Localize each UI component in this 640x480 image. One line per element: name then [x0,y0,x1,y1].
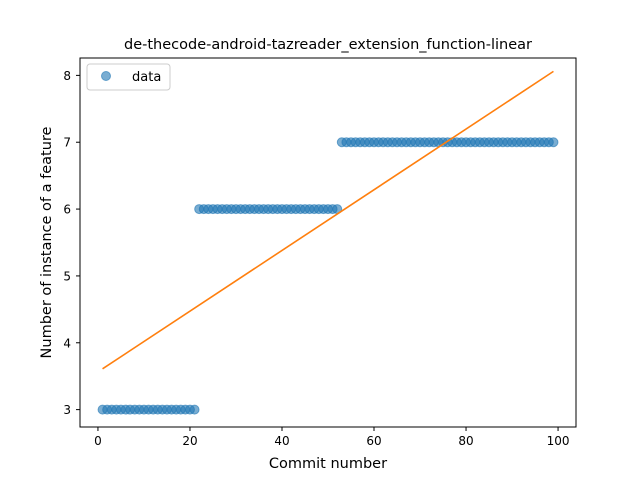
x-tick-label: 100 [547,434,570,448]
x-axis-label: Commit number [269,456,387,472]
y-tick-label: 4 [63,336,71,350]
y-tick-label: 3 [63,403,71,417]
x-tick-label: 20 [182,434,197,448]
legend: data [87,64,170,90]
legend-marker [102,72,111,81]
legend-label: data [132,70,161,85]
plot-area [80,58,576,427]
x-tick-label: 80 [458,434,473,448]
y-tick-label: 7 [63,136,71,150]
data-point [549,138,558,147]
y-tick-label: 6 [63,203,71,217]
chart-title: de-thecode-android-tazreader_extension_f… [124,37,532,53]
x-tick-label: 0 [94,434,102,448]
y-tick-label: 5 [63,269,71,283]
y-axis-label: Number of instance of a feature [39,126,55,358]
y-tick-label: 8 [63,69,71,83]
data-point [190,405,199,414]
x-tick-label: 40 [274,434,289,448]
x-tick-label: 60 [366,434,381,448]
